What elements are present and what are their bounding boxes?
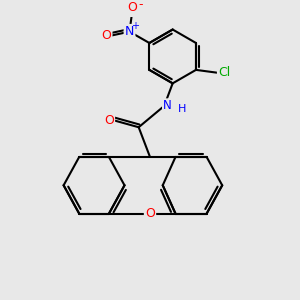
Text: O: O [101, 29, 111, 42]
Text: N: N [125, 25, 134, 38]
Text: H: H [178, 104, 187, 114]
Text: -: - [138, 0, 142, 11]
Text: O: O [128, 1, 137, 14]
Text: N: N [163, 100, 172, 112]
Text: Cl: Cl [218, 66, 230, 79]
Text: O: O [104, 114, 114, 127]
Text: +: + [131, 21, 139, 31]
Text: O: O [145, 207, 155, 220]
